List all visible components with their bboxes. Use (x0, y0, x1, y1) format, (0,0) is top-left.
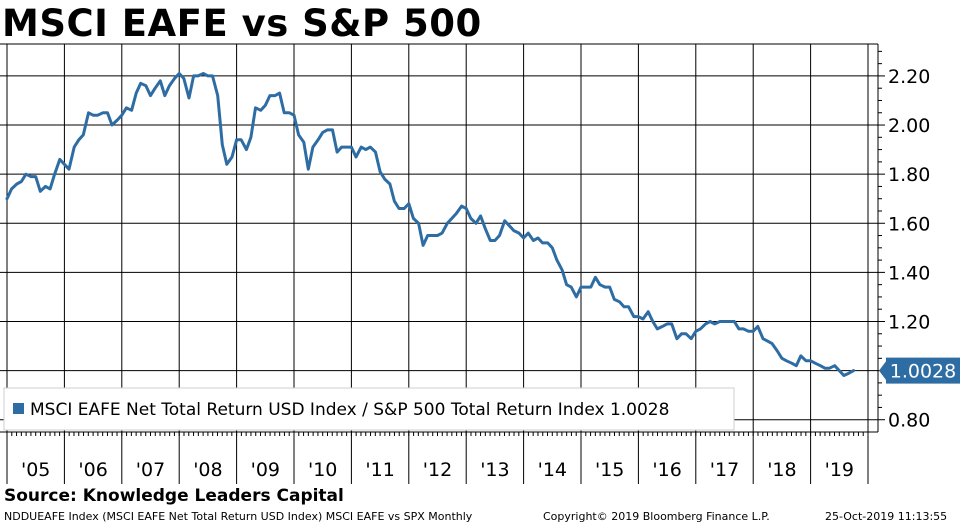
footer-timestamp: 25-Oct-2019 11:13:55 (825, 510, 948, 523)
y-tick-label: 2.00 (888, 115, 930, 137)
x-tick-label: '11 (365, 459, 394, 481)
last-value-pointer (879, 358, 888, 383)
x-tick-label: '12 (423, 459, 452, 481)
y-tick-label: 1.80 (888, 164, 930, 186)
series-line-eafe-vs-spx (5, 72, 856, 377)
last-value-badge (886, 357, 960, 384)
last-value-label: 1.0028 (890, 361, 956, 383)
x-tick-label: '06 (78, 459, 107, 481)
x-tick-label: '14 (538, 459, 567, 481)
x-tick-label: '09 (251, 459, 280, 481)
chart-grid (0, 44, 878, 432)
x-tick-label: '10 (308, 459, 337, 481)
x-tick-label: '19 (825, 459, 854, 481)
x-tick-label: '16 (652, 459, 681, 481)
footer-copyright: Copyright© 2019 Bloomberg Finance L.P. (543, 510, 770, 523)
x-tick-label: '13 (480, 459, 509, 481)
chart-legend: MSCI EAFE Net Total Return USD Index / S… (3, 387, 735, 431)
y-tick-label: 0.80 (888, 410, 930, 432)
source-note: Source: Knowledge Leaders Capital (4, 486, 344, 506)
x-tick-label: '15 (595, 459, 624, 481)
x-tick-label: '05 (21, 459, 50, 481)
chart-axes: 2.20 2.00 1.80 1.60 1.40 1.20 0.80 '05 '06 '07 '08… (0, 43, 960, 484)
y-tick-label: 1.20 (888, 311, 930, 333)
legend-swatch (13, 403, 24, 414)
x-tick-label: '07 (136, 459, 165, 481)
x-tick-label: '08 (193, 459, 222, 481)
legend-label: MSCI EAFE Net Total Return USD Index / S… (30, 400, 669, 420)
page-title: MSCI EAFE vs S&P 500 (2, 2, 482, 45)
chart-series (5, 72, 856, 377)
y-tick-label: 1.60 (888, 213, 930, 235)
y-tick-label: 2.20 (888, 66, 930, 88)
x-tick-label: '18 (767, 459, 796, 481)
legend-box (3, 387, 735, 431)
x-tick-label: '17 (710, 459, 739, 481)
y-tick-label: 1.40 (888, 262, 930, 284)
footer-description: NDDUEAFE Index (MSCI EAFE Net Total Retu… (4, 510, 473, 523)
